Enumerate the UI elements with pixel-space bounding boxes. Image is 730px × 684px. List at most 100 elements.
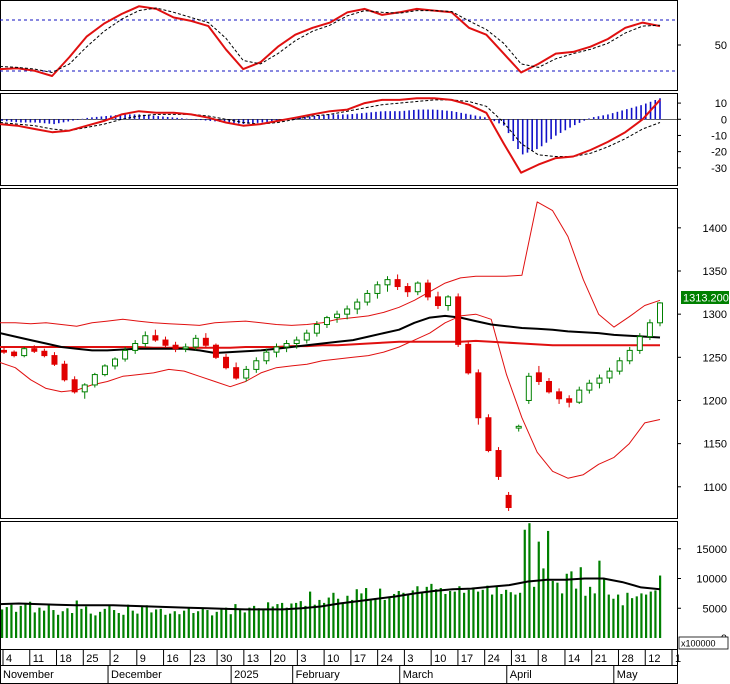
volume-bar [150, 612, 153, 638]
volume-bar [593, 593, 596, 638]
macd-histogram-bar [143, 114, 145, 120]
candle-up [253, 360, 260, 370]
macd-histogram-bar [403, 110, 406, 120]
volume-bar [365, 588, 368, 638]
candle-up [586, 382, 593, 391]
volume-bar [178, 614, 181, 638]
volume-bar [313, 604, 316, 638]
volume-bar [94, 615, 97, 638]
macd-histogram-bar [124, 114, 126, 120]
volume-bar [439, 588, 442, 638]
candle-up [636, 336, 643, 351]
candle-up [21, 348, 28, 357]
candle-down [11, 351, 18, 357]
volume-unit-box [678, 636, 729, 650]
volume-bar [33, 612, 36, 638]
candle-down [566, 398, 573, 403]
volume-bar [645, 594, 648, 638]
volume-bar [547, 530, 550, 638]
macd-histogram-bar [119, 114, 122, 120]
volume-bar [411, 590, 414, 638]
volume-bar [285, 607, 288, 638]
macd-histogram-bar [356, 113, 358, 120]
volume-bar [360, 593, 363, 638]
macd-histogram-bar [592, 117, 595, 120]
macd-histogram-bar [474, 115, 477, 120]
macd-histogram-bar [34, 119, 36, 123]
macd-histogram-bar [346, 114, 349, 120]
volume-bar [141, 607, 144, 638]
macd-histogram-bar [147, 115, 150, 120]
volume-bar [187, 608, 190, 638]
macd-histogram-bar [517, 119, 519, 150]
macd-histogram-bar [195, 119, 197, 120]
candle-down [152, 335, 159, 341]
candle-down [162, 339, 169, 346]
macd-histogram-bar [308, 116, 311, 120]
volume-bar [248, 607, 251, 638]
macd-histogram-bar [611, 113, 614, 120]
macd-histogram-bar [266, 119, 268, 123]
volume-bar [173, 611, 176, 638]
x-axis-month-label: December [111, 669, 162, 681]
macd-histogram-bar [498, 119, 500, 124]
macd-histogram-bar [162, 116, 164, 120]
volume-bar [225, 607, 228, 638]
volume-bar [477, 591, 480, 638]
volume-bar [565, 573, 568, 638]
macd-histogram-bar [417, 109, 420, 120]
x-axis-day-label: 2 [113, 653, 119, 665]
candle-up [445, 296, 452, 307]
volume-bar [197, 611, 200, 638]
volume-bar [533, 586, 536, 638]
macd-histogram-bar [626, 109, 628, 120]
volume-bar [537, 541, 540, 638]
macd-histogram-bar [95, 116, 98, 120]
volume-bar [257, 608, 260, 638]
volume-bar [80, 608, 83, 638]
macd-histogram-bar [507, 119, 510, 134]
macd-histogram-bar [256, 119, 259, 123]
volume-bar [402, 592, 405, 638]
macd-histogram-bar [81, 118, 84, 120]
x-axis-day-label: 10 [327, 653, 339, 665]
macd-axis-tick-label: 10 [715, 98, 727, 110]
volume-bar [52, 610, 55, 638]
macd-histogram-bar [550, 119, 552, 140]
volume-bar [5, 607, 8, 638]
candle-down [434, 296, 441, 307]
volume-bar [397, 591, 400, 638]
oscillator-panel [0, 0, 678, 91]
volume-bar [239, 609, 242, 638]
macd-histogram-bar [521, 119, 524, 155]
candle-down [505, 494, 512, 509]
volume-bar [183, 610, 186, 638]
macd-histogram-bar [583, 119, 586, 121]
macd-histogram-bar [129, 114, 131, 120]
price-axis-tick-label: 1300 [703, 309, 727, 321]
macd-histogram-bar [536, 119, 538, 150]
macd-histogram-bar [441, 110, 444, 120]
volume-bar [341, 603, 344, 638]
x-axis-month-label: 2025 [234, 669, 258, 681]
volume-bar [523, 529, 526, 638]
price-axis-tick-label: 1400 [703, 223, 727, 235]
candle-up [91, 374, 98, 386]
macd-histogram-bar [252, 119, 254, 124]
macd-axis-tick-label: -20 [711, 147, 727, 159]
volume-bar [351, 599, 354, 638]
volume-bar [626, 592, 629, 638]
volume-bar [253, 605, 256, 638]
volume-bar [393, 593, 396, 638]
volume-bar [271, 606, 274, 638]
x-axis-day-label: 3 [300, 653, 306, 665]
macd-histogram-bar [526, 119, 529, 153]
candle-down [485, 417, 492, 452]
volume-bar [38, 607, 41, 638]
x-axis-day-label: 9 [140, 653, 146, 665]
candle-up [283, 343, 290, 348]
macd-axis-tick-label: 0 [721, 114, 727, 126]
macd-histogram-bar [460, 112, 462, 120]
volume-bar [332, 592, 335, 638]
